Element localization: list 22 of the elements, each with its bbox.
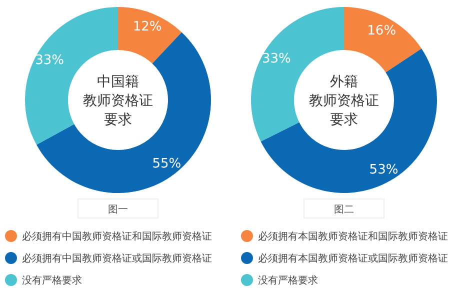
data-label: 53%	[369, 162, 398, 178]
legend-label: 必须拥有中国教师资格证和国际教师资格证	[22, 230, 212, 242]
text: 教师资格证要求	[309, 92, 379, 128]
legend-label: 没有严格要求	[22, 274, 82, 286]
data-label: 55%	[152, 156, 182, 172]
donut-slice	[118, 7, 182, 64]
data-label: 33%	[35, 53, 64, 68]
text: 图二	[334, 204, 354, 216]
legend-label: 必须拥有本国教师资格证或国际教师资格证	[258, 252, 448, 264]
text: 中国籍	[97, 74, 139, 90]
donut-slice	[260, 48, 437, 193]
legend-label: 必须拥有中国教师资格证或国际教师资格证	[22, 252, 212, 264]
text: 图一	[108, 204, 128, 216]
donut-slice	[36, 32, 211, 193]
donut-slice	[344, 7, 422, 72]
data-label: 16%	[367, 24, 396, 39]
legend-label: 没有严格要求	[258, 274, 318, 286]
data-label: 12%	[132, 20, 162, 35]
legend-label: 必须拥有本国教师资格证和国际教师资格证	[258, 230, 448, 242]
text: 教师资格证要求	[83, 92, 153, 128]
data-label: 33%	[262, 52, 291, 67]
text: 外籍	[330, 74, 358, 90]
